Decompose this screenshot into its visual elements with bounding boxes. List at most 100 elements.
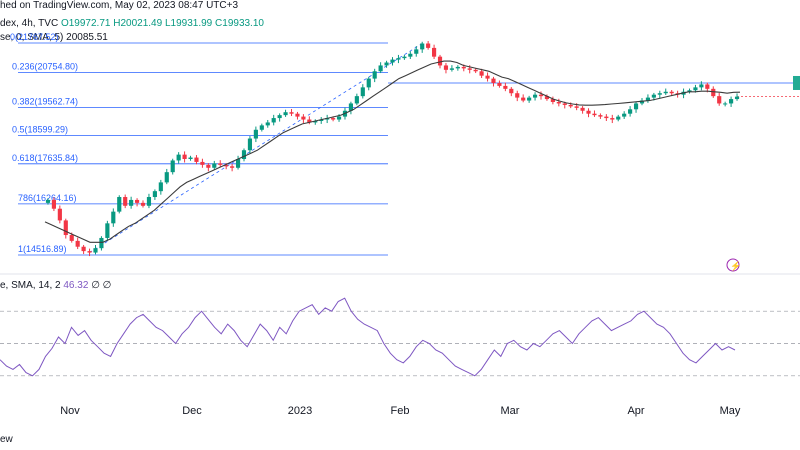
candle-body <box>384 62 389 66</box>
candle-body <box>461 66 466 69</box>
candle-body <box>616 116 621 120</box>
candle-body <box>200 161 205 165</box>
candle-body <box>301 116 306 120</box>
x-tick-label: Mar <box>501 405 520 417</box>
candle-body <box>396 58 401 60</box>
candle-body <box>235 159 241 168</box>
candle-body <box>622 113 627 117</box>
candle-body <box>711 88 716 97</box>
candle-body <box>259 125 264 130</box>
candle-body <box>289 112 294 114</box>
candle-body <box>117 197 122 212</box>
candle-body <box>437 56 443 66</box>
candle-body <box>479 71 484 76</box>
candle-body <box>723 103 728 105</box>
candle-body <box>497 82 502 86</box>
candle-body <box>176 154 181 161</box>
candle-body <box>467 68 472 70</box>
candle-body <box>610 118 615 120</box>
candle-body <box>378 65 383 72</box>
candle-body <box>402 56 407 59</box>
candle-body <box>134 199 140 203</box>
candle-body <box>146 197 152 206</box>
published-line: hed on TradingView.com, May 02, 2023 08:… <box>0 0 239 11</box>
x-tick-label: Dec <box>182 405 202 417</box>
candle-body <box>420 43 425 50</box>
candle-body <box>241 150 247 160</box>
x-tick-label: Apr <box>627 405 644 417</box>
x-tick-label: 2023 <box>288 405 312 417</box>
candle-body <box>485 75 490 79</box>
candle-body <box>372 71 377 79</box>
candle-body <box>568 104 573 107</box>
low-value: L19931.99 <box>164 18 213 29</box>
candle-body <box>188 157 193 160</box>
candle-body <box>123 197 128 206</box>
candle-body <box>75 240 80 247</box>
candle-body <box>69 235 74 241</box>
candle-body <box>515 93 520 98</box>
candle-body <box>295 113 300 117</box>
candle-body <box>645 97 651 101</box>
candle-body <box>99 237 104 249</box>
fib-label-6: 1(14516.89) <box>18 244 67 254</box>
candle-body <box>277 115 282 119</box>
candle-body <box>580 107 585 111</box>
candle-body <box>491 78 496 83</box>
candle-body <box>105 223 110 238</box>
fib-trend-line <box>89 43 423 253</box>
fib-label-3: 0.5(18599.29) <box>12 125 68 135</box>
fib-label-1: 0.236(20754.80) <box>12 62 78 72</box>
candle-body <box>562 103 567 105</box>
candle-body <box>218 163 223 165</box>
high-value: H20021.49 <box>113 18 163 29</box>
candle-body <box>140 202 146 206</box>
candle-body <box>336 116 342 120</box>
ohlc-line: dex, 4h, TVC O19972.71 H20021.49 L19931.… <box>0 18 264 29</box>
candle-body <box>57 208 62 221</box>
candle-body <box>574 106 579 108</box>
candle-body <box>265 122 270 126</box>
candle-body <box>360 87 365 97</box>
candle-body <box>532 94 538 98</box>
candle-body <box>81 246 86 252</box>
open-value: O19972.71 <box>60 18 111 29</box>
candle-body <box>527 97 532 101</box>
candle-body <box>283 112 288 116</box>
candle-body <box>651 94 656 98</box>
footer-text: ew <box>0 434 13 445</box>
candle-body <box>170 160 175 173</box>
candle-body <box>408 53 413 57</box>
candle-body <box>212 163 217 168</box>
candle-body <box>307 119 312 123</box>
fib-label-5: 786(16264.16) <box>18 193 77 203</box>
candle-body <box>354 96 359 104</box>
candle-body <box>87 251 92 253</box>
candle-body <box>657 93 662 95</box>
rsi-line <box>0 297 736 377</box>
fib-label-0: 0(21767.52) <box>10 32 59 42</box>
candle-body <box>164 172 169 183</box>
candle-body <box>628 109 633 114</box>
candle-body <box>693 87 698 91</box>
candle-body <box>449 68 454 70</box>
candle-body <box>717 96 722 104</box>
candle-body <box>729 99 734 104</box>
sma-line <box>44 60 741 243</box>
candle-body <box>194 157 199 162</box>
x-tick-label: Nov <box>60 405 80 417</box>
candle-body <box>669 91 674 94</box>
candle-body <box>598 115 603 117</box>
candle-body <box>556 101 561 104</box>
candle-body <box>443 65 449 70</box>
x-tick-label: May <box>720 405 741 417</box>
x-tick-label: Feb <box>391 405 410 417</box>
candle-body <box>432 47 437 57</box>
rsi-extra: ∅ ∅ <box>91 280 112 291</box>
candle-body <box>224 164 229 167</box>
candle-body <box>639 100 645 104</box>
candle-body <box>544 96 550 100</box>
candle-body <box>550 99 555 102</box>
candle-body <box>455 66 460 69</box>
candle-body <box>182 154 187 160</box>
